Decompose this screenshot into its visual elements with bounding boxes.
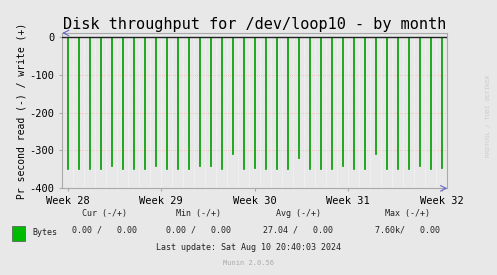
Bar	[210, 37, 211, 166]
Bar	[111, 37, 112, 166]
Bar	[342, 37, 343, 166]
Bar	[89, 37, 90, 169]
Text: 0.00 /   0.00: 0.00 / 0.00	[166, 226, 231, 234]
Text: Munin 2.0.56: Munin 2.0.56	[223, 260, 274, 266]
Text: RRDTOOL / TOBI OETIKER: RRDTOOL / TOBI OETIKER	[486, 74, 491, 157]
Bar	[364, 37, 365, 169]
Bar	[188, 37, 189, 169]
Text: Cur (-/+): Cur (-/+)	[82, 209, 127, 218]
Text: Last update: Sat Aug 10 20:40:03 2024: Last update: Sat Aug 10 20:40:03 2024	[156, 243, 341, 252]
Text: 0.00 /   0.00: 0.00 / 0.00	[72, 226, 137, 234]
Bar	[408, 37, 410, 169]
Bar	[133, 37, 134, 169]
Bar	[298, 37, 299, 158]
Bar	[254, 37, 255, 167]
Bar	[331, 37, 332, 169]
Bar	[155, 37, 157, 166]
Y-axis label: Pr second read (-) / write (+): Pr second read (-) / write (+)	[17, 23, 27, 199]
Bar	[309, 37, 311, 169]
Bar	[375, 37, 376, 154]
Title: Disk throughput for /dev/loop10 - by month: Disk throughput for /dev/loop10 - by mon…	[63, 17, 446, 32]
Bar	[397, 37, 399, 169]
Bar	[441, 37, 442, 167]
Bar	[166, 37, 167, 169]
Bar	[122, 37, 123, 169]
Text: Avg (-/+): Avg (-/+)	[276, 209, 321, 218]
Bar	[177, 37, 178, 169]
Text: 27.04 /   0.00: 27.04 / 0.00	[263, 226, 333, 234]
Bar	[276, 37, 277, 169]
Text: 7.60k/   0.00: 7.60k/ 0.00	[375, 226, 440, 234]
Text: Bytes: Bytes	[32, 228, 57, 237]
Bar	[221, 37, 222, 169]
Bar	[232, 37, 234, 154]
Bar	[100, 37, 101, 169]
Bar	[320, 37, 322, 169]
Bar	[386, 37, 388, 169]
Bar	[353, 37, 354, 169]
Bar	[144, 37, 145, 169]
Bar	[67, 37, 68, 169]
Bar	[199, 37, 200, 166]
Text: Max (-/+): Max (-/+)	[385, 209, 430, 218]
Bar	[78, 37, 80, 169]
Text: Min (-/+): Min (-/+)	[176, 209, 221, 218]
Bar	[419, 37, 420, 166]
Bar	[287, 37, 288, 169]
Bar	[243, 37, 245, 169]
Bar	[265, 37, 266, 169]
Bar	[430, 37, 431, 169]
